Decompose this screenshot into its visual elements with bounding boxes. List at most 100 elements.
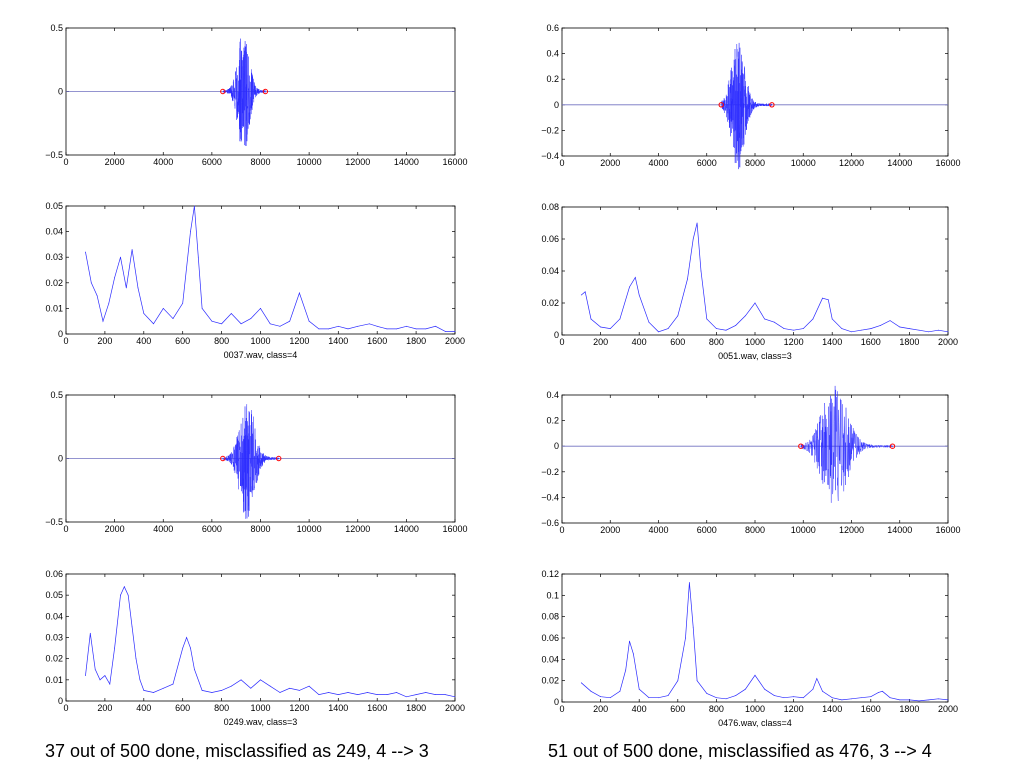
x-tick-label: 400: [632, 337, 647, 347]
spectrum-point: [812, 688, 814, 690]
x-tick-label: 14000: [887, 525, 912, 535]
spectrum-point: [201, 690, 203, 691]
spectrum-point: [918, 700, 920, 702]
spectrum-point: [860, 329, 862, 331]
x-tick-label: 2000: [600, 525, 620, 535]
spectrum-point: [347, 692, 349, 693]
y-tick-label: 0.03: [45, 252, 63, 262]
spectrum-point: [744, 315, 746, 317]
y-tick-label: 0.02: [45, 278, 63, 288]
waveform-trace: [222, 404, 279, 519]
spectrum-point: [706, 318, 708, 320]
spectrum-point: [822, 297, 823, 299]
spectrum-point: [880, 325, 881, 326]
x-tick-label: 8000: [745, 525, 765, 535]
spectrum-point: [851, 698, 852, 700]
spectrum-point: [186, 637, 187, 638]
spectrum-point: [909, 328, 910, 329]
spectrum-point: [638, 294, 640, 296]
segment-marker: [220, 455, 226, 462]
spectrum-point: [793, 696, 794, 698]
spectrum-point: [831, 318, 833, 320]
plot-frame: [561, 206, 949, 336]
spectrum-point: [870, 328, 872, 329]
spectrum-point: [172, 318, 174, 320]
y-tick-label: 0: [554, 330, 559, 340]
spectrum-point: [918, 329, 920, 331]
spectrum-point: [269, 323, 271, 325]
y-tick-label: 0.01: [45, 303, 63, 313]
spectrum-point: [692, 626, 694, 628]
y-tick-label: 0.12: [541, 569, 559, 579]
x-tick-label: 2000: [938, 337, 958, 347]
spectrum-point: [454, 331, 456, 332]
spectrum-point: [831, 697, 833, 699]
spectrum-point: [415, 328, 417, 330]
x-tick-label: 12000: [345, 524, 370, 534]
spectrum-point: [230, 685, 232, 687]
segment-marker: [798, 443, 804, 449]
spectrum-point: [609, 328, 611, 329]
spectrum-point: [899, 699, 901, 701]
spectrum-point: [120, 256, 121, 258]
y-tick-label: −0.4: [541, 492, 559, 502]
x-tick-label: 1600: [861, 704, 881, 714]
spectrum-point: [625, 669, 627, 671]
spectrum-point: [386, 328, 388, 330]
spectrum-point: [250, 318, 252, 320]
spectrum-point: [435, 325, 436, 327]
y-tick-label: 0: [58, 87, 63, 97]
plot-frame: [561, 27, 949, 157]
spectrum-point: [802, 328, 804, 329]
spectrum-point: [899, 326, 901, 328]
x-tick-label: 1200: [289, 703, 309, 713]
spectrum-point: [279, 692, 281, 693]
spectrum-point: [143, 313, 145, 314]
x-tick-label: 2000: [600, 158, 620, 168]
spectrum-point: [937, 698, 939, 700]
x-tick-label: 10000: [297, 157, 322, 167]
spectrum-point: [648, 697, 650, 699]
spectrum-point: [109, 683, 111, 685]
y-tick-label: −0.2: [541, 125, 559, 135]
spectrum-point: [318, 328, 320, 330]
plot-frame: [65, 573, 456, 702]
x-tick-label: 2000: [105, 524, 125, 534]
spectrum-point: [687, 278, 688, 280]
x-tick-label: 2000: [938, 704, 958, 714]
spectrum-point: [211, 692, 213, 693]
y-tick-label: 0: [554, 100, 559, 110]
x-tick-label: 14000: [394, 524, 419, 534]
segment-marker: [276, 455, 282, 462]
x-tick-label: 800: [709, 704, 724, 714]
x-tick-label: 800: [214, 703, 229, 713]
plot-frame: [65, 205, 456, 335]
spectrum-point: [638, 688, 640, 690]
x-tick-label: 1000: [745, 337, 765, 347]
spectrum-point: [633, 653, 634, 655]
x-tick-label: 200: [97, 336, 112, 346]
panel-right-waveform-1: 0 2000 4000 6000 8000 10000 12000 14000 16000 −0.…: [541, 23, 961, 170]
spectrum-point: [376, 325, 378, 327]
spectrum-point: [94, 668, 96, 670]
spectrum-point: [347, 328, 349, 330]
y-tick-label: 0: [554, 697, 559, 707]
y-tick-label: 0.01: [45, 675, 63, 685]
spectrum-point: [357, 694, 359, 696]
spectrum-point: [658, 331, 659, 333]
spectrum-point: [889, 697, 891, 699]
spectrum-point: [754, 302, 756, 304]
y-tick-label: 0.5: [50, 390, 63, 400]
y-tick-label: 0.4: [546, 49, 559, 59]
x-tick-label: 12000: [839, 525, 864, 535]
x-tick-label: 0: [559, 704, 564, 714]
spectrum-point: [85, 251, 86, 253]
y-tick-label: 0.04: [541, 654, 559, 664]
spectrum-point: [99, 679, 101, 681]
spectrum-point: [754, 674, 756, 676]
spectrum-point: [182, 302, 184, 304]
spectrum-point: [114, 647, 116, 649]
spectrum-point: [584, 291, 586, 293]
x-tick-label: 1800: [406, 336, 426, 346]
spectrum-point: [131, 626, 133, 628]
